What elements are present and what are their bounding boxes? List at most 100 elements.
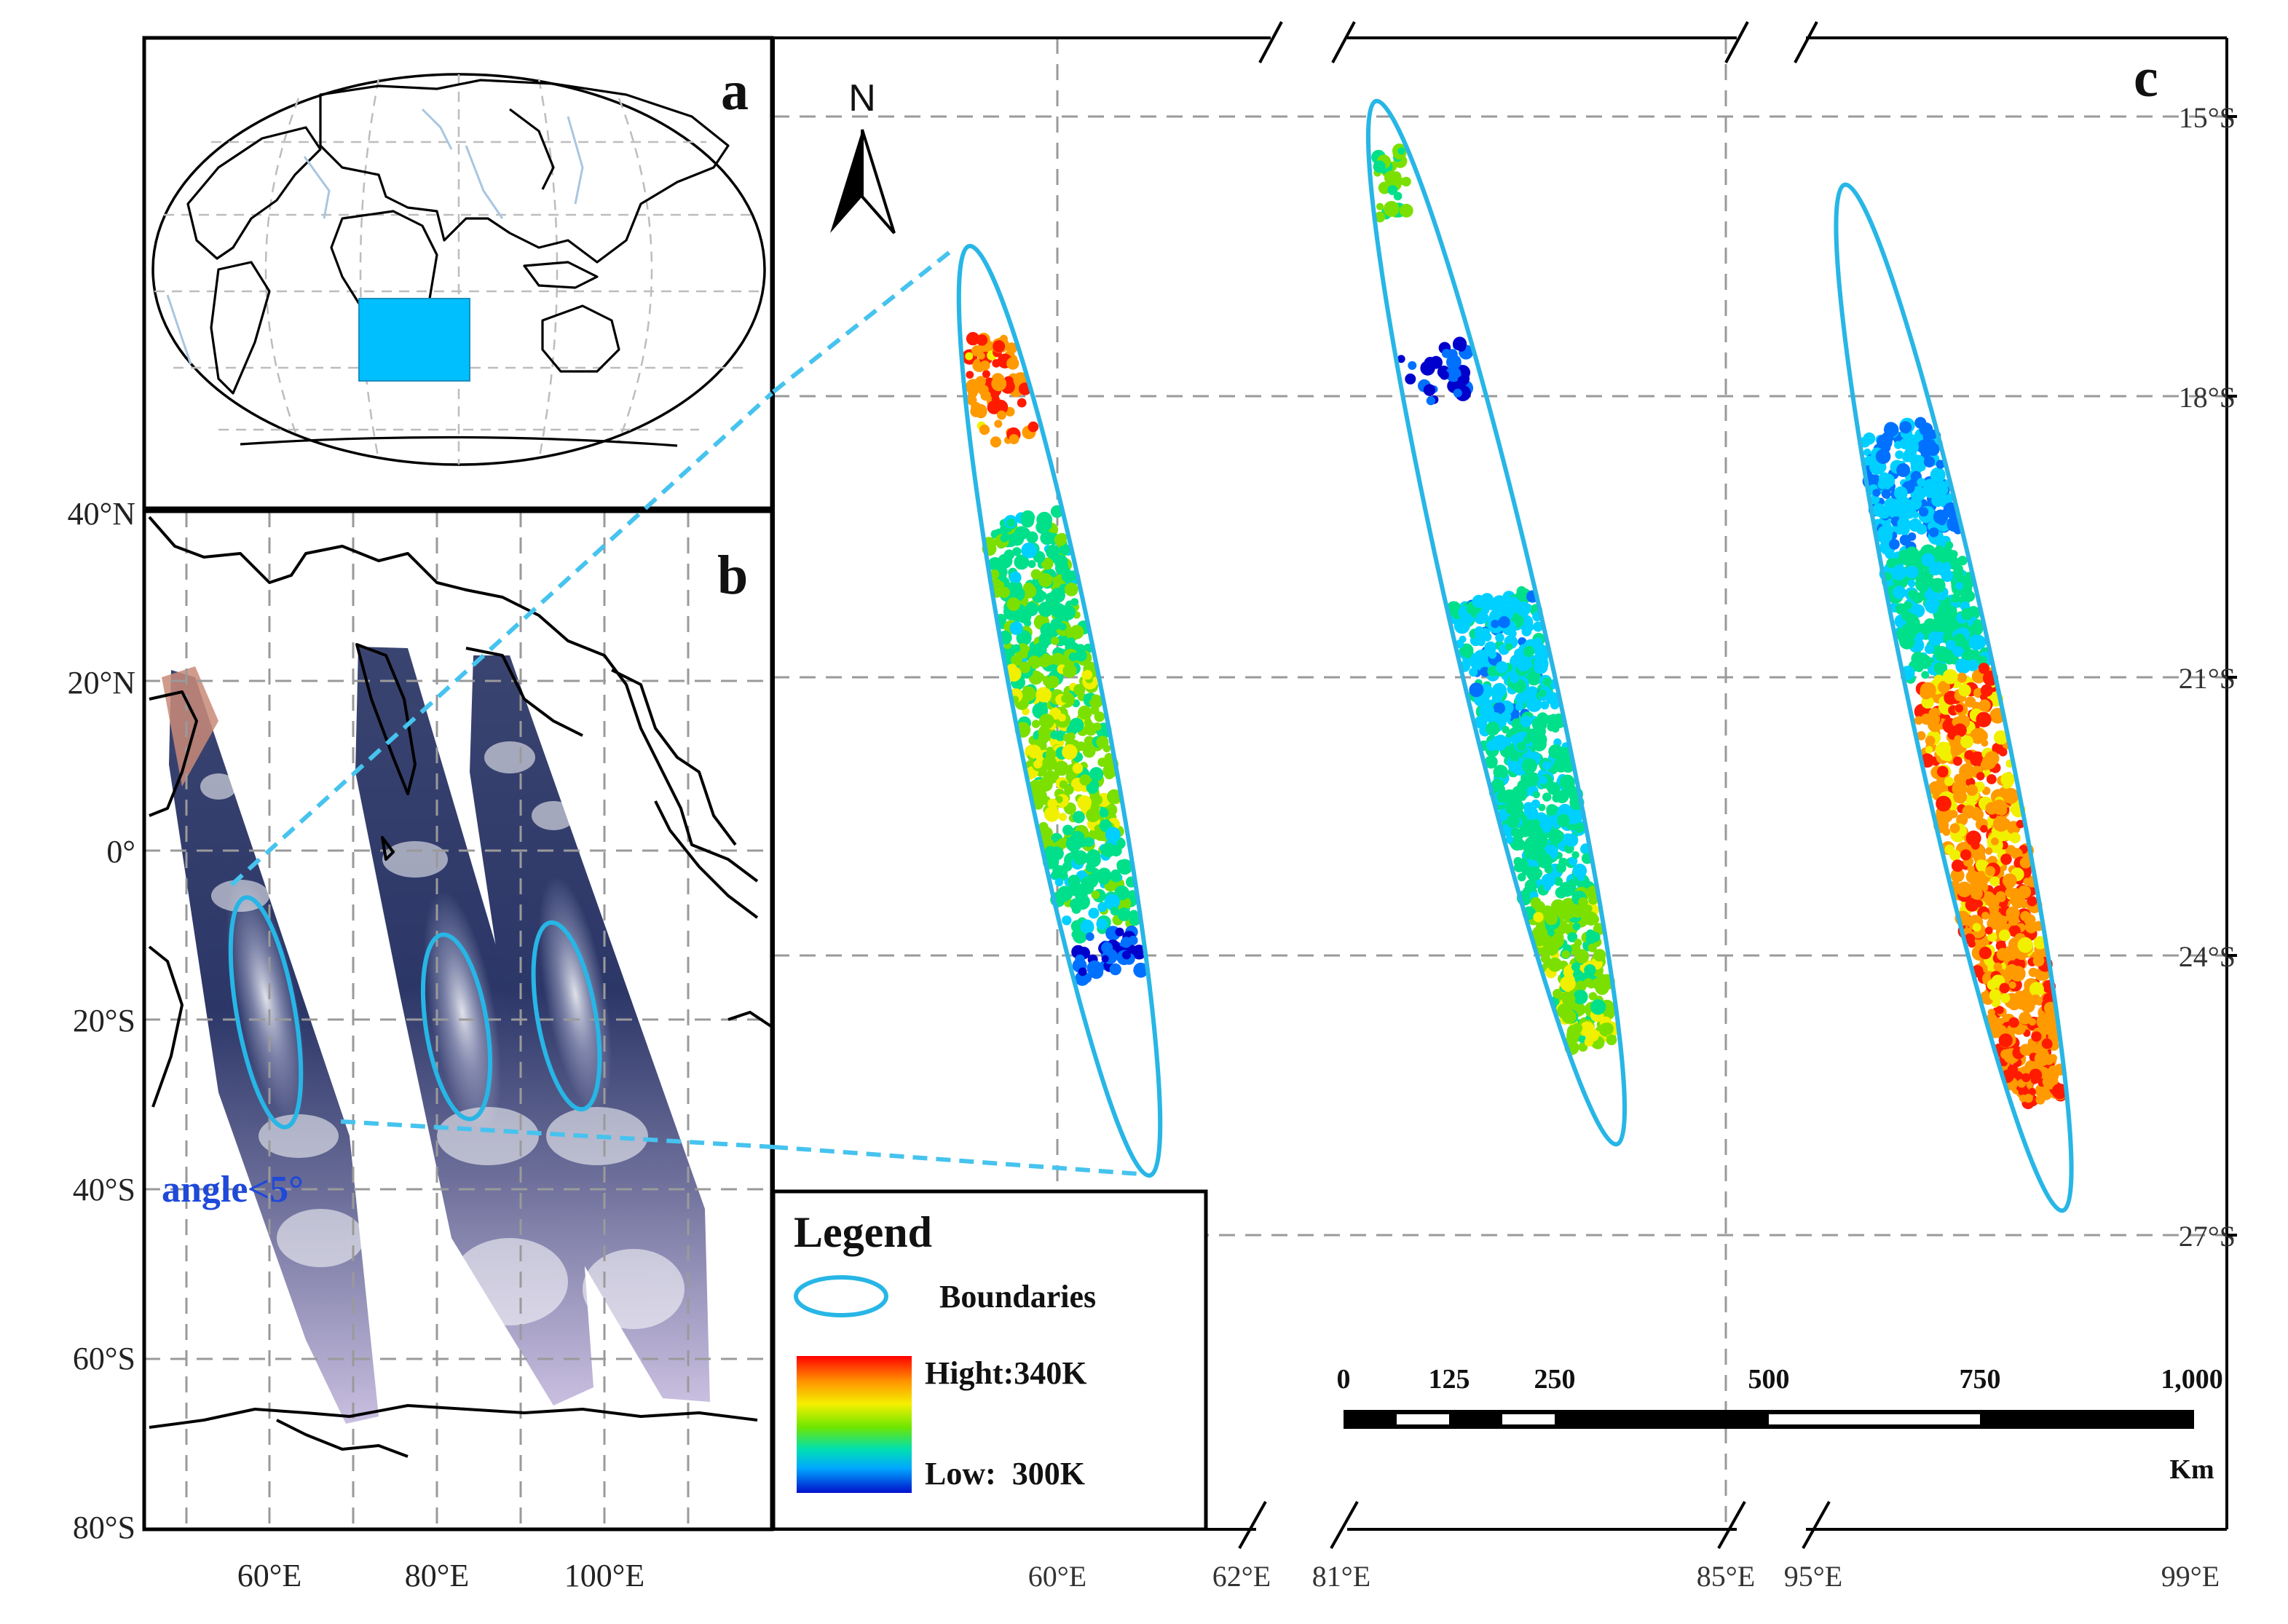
temperature-point [1426, 396, 1436, 406]
lon-label: 62°E [1212, 1560, 1271, 1593]
satellite-swaths [162, 647, 710, 1424]
temperature-point [1050, 636, 1060, 645]
temperature-point [1890, 564, 1907, 580]
temperature-point [1959, 763, 1976, 780]
temperature-point [1012, 644, 1021, 653]
temperature-point [1045, 544, 1060, 559]
temperature-point [1984, 926, 1993, 935]
temperature-point [1928, 781, 1942, 795]
panel-b-coastlines [148, 516, 772, 1458]
temperature-point [2027, 896, 2037, 907]
temperature-point [1962, 650, 1972, 661]
temperature-point [1553, 877, 1563, 886]
temperature-point [1045, 680, 1054, 689]
temperature-point [966, 371, 974, 379]
temperature-point [1086, 960, 1102, 977]
temperature-point [2051, 1083, 2068, 1100]
temperature-point [2008, 998, 2021, 1011]
temperature-point [2009, 832, 2021, 843]
temperature-point [977, 352, 985, 360]
temperature-point [1491, 779, 1504, 792]
panel-c-lat-labels: 15°S 18°S 21°S 24°S 27°S [2179, 101, 2236, 1253]
temperature-point [1560, 975, 1576, 992]
temperature-point [1984, 847, 1993, 855]
temperature-point [1944, 541, 1954, 550]
temperature-point [1073, 684, 1086, 696]
lon-label: 95°E [1784, 1560, 1842, 1593]
temperature-point [1962, 805, 1976, 819]
temperature-point [1068, 875, 1081, 888]
temperature-point [1925, 746, 1933, 754]
temperature-point [1998, 1033, 2013, 1048]
temperature-point [992, 359, 1001, 368]
temperature-scatter-2 [1371, 143, 1620, 1055]
temperature-point [2016, 819, 2025, 829]
temperature-point [1881, 489, 1891, 499]
temperature-point [1006, 357, 1019, 370]
temperature-point [2028, 1018, 2037, 1026]
temperature-point [1494, 734, 1507, 747]
boundary-ellipse-b3 [531, 920, 602, 1112]
legend-low-label: Low: 300K [925, 1456, 1085, 1491]
temperature-point [2019, 1044, 2032, 1056]
temperature-point [1093, 722, 1102, 731]
temperature-point [1588, 992, 1598, 1001]
scale-tick: 125 [1429, 1364, 1470, 1395]
temperature-point [1513, 856, 1523, 867]
temperature-point [1523, 628, 1531, 636]
temperature-point [1540, 934, 1553, 947]
temperature-point [1401, 204, 1409, 213]
temperature-point [2003, 787, 2019, 804]
temperature-point [1070, 598, 1079, 607]
lat-label: 24°S [2179, 940, 2236, 973]
lat-label: 27°S [2179, 1220, 2236, 1253]
temperature-point [994, 419, 1003, 428]
temperature-point [1038, 602, 1054, 618]
temperature-point [1085, 932, 1094, 942]
temperature-point [1954, 735, 1962, 743]
temperature-point [1047, 798, 1058, 809]
temperature-point [1534, 656, 1549, 671]
temperature-point [1929, 431, 1937, 440]
temperature-point [1058, 813, 1068, 821]
temperature-point [966, 331, 980, 346]
temperature-point [1966, 784, 1979, 796]
temperature-point [1057, 607, 1068, 619]
temperature-point [1508, 760, 1520, 772]
temperature-point [1049, 846, 1064, 861]
temperature-point [1540, 701, 1550, 710]
north-arrow: N [830, 77, 896, 234]
panel-c-frame [772, 21, 2228, 1549]
temperature-point [2040, 1088, 2052, 1100]
temperature-point [2019, 856, 2032, 869]
temperature-point [1987, 774, 1997, 784]
temperature-point [1383, 200, 1400, 217]
temperature-point [1572, 923, 1581, 931]
temperature-point [1938, 681, 1951, 693]
temperature-point [2000, 1049, 2011, 1060]
temperature-point [980, 390, 991, 401]
temperature-point [1987, 894, 2000, 908]
temperature-point [1965, 897, 1979, 912]
temperature-point [2048, 1065, 2058, 1076]
temperature-point [2030, 1076, 2039, 1084]
temperature-point [1987, 979, 1997, 990]
temperature-point [1886, 558, 1896, 569]
temperature-point [1009, 571, 1022, 584]
temperature-point [1902, 452, 1912, 462]
temperature-point [1063, 638, 1072, 647]
temperature-point [2021, 1073, 2031, 1083]
temperature-point [1522, 829, 1530, 837]
temperature-point [1401, 176, 1411, 187]
legend-colorbar [797, 1356, 912, 1493]
temperature-point [1960, 735, 1973, 749]
temperature-point [1573, 989, 1588, 1005]
temperature-point [1075, 954, 1085, 965]
temperature-point [1129, 915, 1141, 926]
panel-a-letter: a [721, 60, 749, 122]
temperature-point [1017, 398, 1027, 408]
temperature-point [1979, 947, 1992, 960]
temperature-point [1894, 486, 1908, 500]
lat-label: 18°S [2179, 381, 2236, 414]
temperature-point [1091, 890, 1100, 899]
